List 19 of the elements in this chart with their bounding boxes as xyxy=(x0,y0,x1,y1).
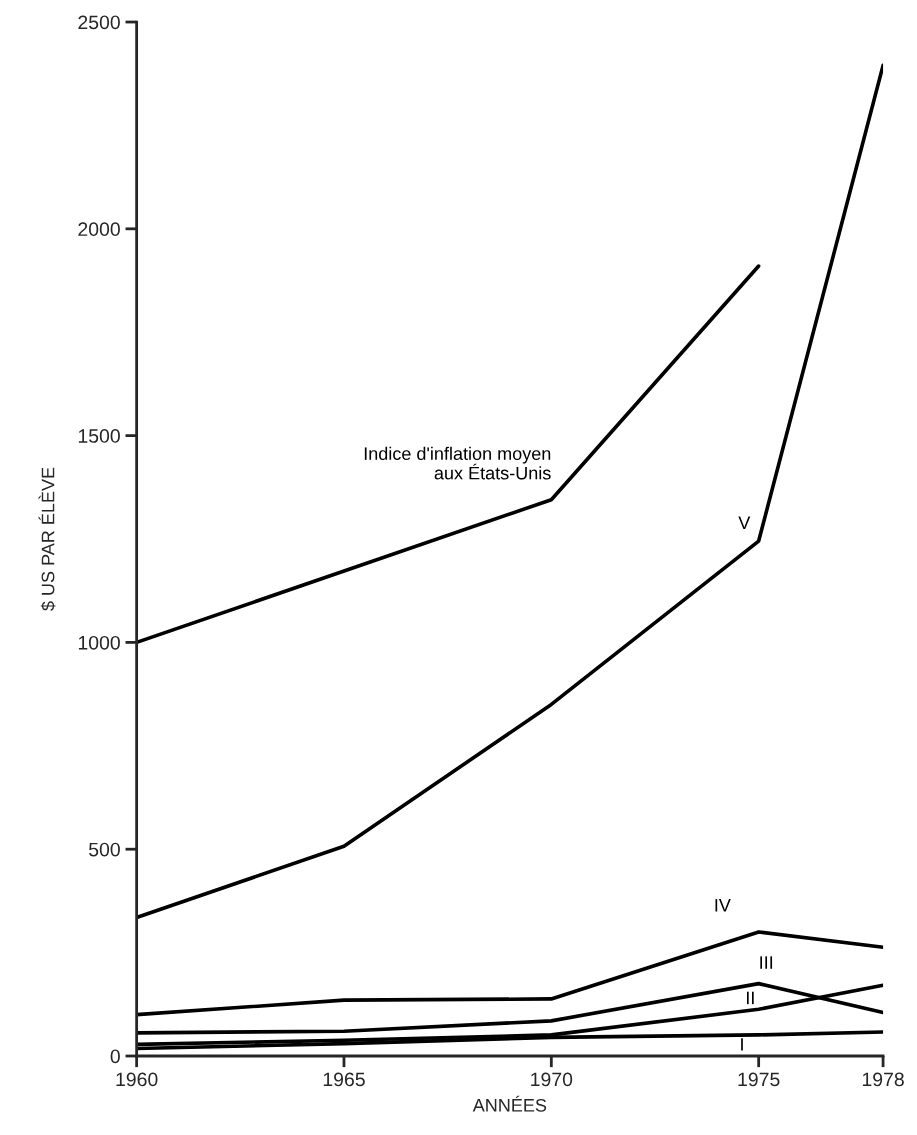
series-label: III xyxy=(760,956,773,969)
x-tick-label: 1978 xyxy=(862,1072,904,1087)
y-tick-label: 2500 xyxy=(78,15,120,30)
x-tick-label: 1970 xyxy=(531,1072,573,1087)
y-tick-label: 1000 xyxy=(78,635,120,650)
y-tick-label: 2000 xyxy=(78,222,120,237)
y-tick-label: 0 xyxy=(110,1049,120,1064)
y-axis-title: $ US PAR ÉLÈVE xyxy=(38,467,56,611)
x-axis-title: ANNÉES xyxy=(472,1095,547,1112)
series-label: I xyxy=(741,1038,743,1051)
x-tick-label: 1975 xyxy=(738,1072,780,1087)
x-tick-label: 1965 xyxy=(323,1072,365,1087)
series-label: V xyxy=(738,516,751,529)
y-tick-label: 1500 xyxy=(78,429,120,443)
series-label: Indice d'inflation moyen aux États-Unis xyxy=(364,446,551,480)
y-tick-label: 500 xyxy=(89,842,120,857)
x-tick-label: 1960 xyxy=(116,1072,158,1087)
series-label: IV xyxy=(715,899,731,912)
series-label: II xyxy=(746,991,754,1005)
